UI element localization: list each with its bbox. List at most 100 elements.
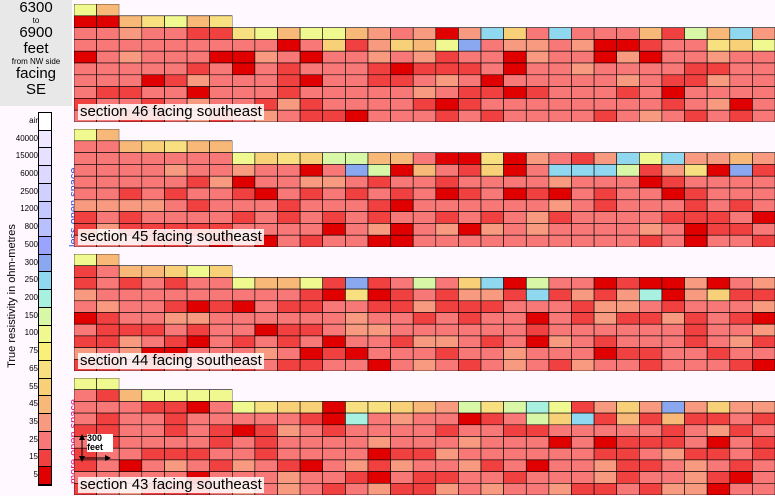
grid-cell (752, 187, 775, 201)
grid-cell (164, 300, 188, 313)
grid-cell (684, 459, 708, 472)
title-line6: facing (15, 65, 57, 82)
grid-cell (299, 234, 324, 247)
grid-cell (209, 129, 233, 141)
grid-cell (367, 211, 391, 224)
grid-cell (390, 234, 414, 247)
grid-cell (322, 27, 346, 40)
grid-cell (661, 86, 685, 99)
grid-cell (118, 300, 143, 313)
grid-cell (209, 447, 233, 461)
grid-cell (254, 401, 278, 414)
grid-cell (118, 39, 143, 52)
grid-cell (525, 39, 550, 52)
grid-cell (209, 4, 233, 16)
grid-cell (458, 447, 482, 461)
grid-cell (209, 300, 233, 313)
grid-cell (187, 254, 210, 266)
grid-cell (458, 74, 482, 87)
grid-cell (458, 459, 482, 472)
grid-cell (412, 300, 437, 313)
grid-cell (186, 39, 210, 52)
grid-cell (548, 50, 572, 64)
title-line4: feet (23, 40, 49, 57)
grid-cell (209, 288, 233, 302)
grid-cell (345, 471, 369, 484)
grid-cell (209, 175, 233, 189)
grid-cell (729, 152, 753, 165)
grid-cell (412, 199, 437, 212)
grid-cell (638, 175, 663, 189)
legend-value-label: 75 (29, 346, 38, 356)
legend-swatch (39, 148, 51, 167)
grid-cell (322, 164, 346, 177)
grid-cell (435, 211, 459, 224)
grid-cell (729, 164, 753, 177)
grid-cell (435, 323, 459, 337)
grid-cell (480, 62, 504, 76)
grid-cell (412, 288, 437, 302)
grid-cell (684, 436, 708, 449)
grid-cell (413, 15, 436, 28)
grid-cell (593, 175, 617, 189)
grid-cell (299, 288, 324, 302)
grid-cell (254, 211, 278, 224)
grid-cell (480, 27, 504, 40)
grid-cell (458, 109, 482, 122)
grid-cell (480, 50, 504, 64)
grid-cell (706, 288, 731, 302)
grid-cell (525, 50, 550, 64)
grid-cell (322, 471, 346, 484)
grid-cell (74, 50, 97, 64)
grid-cell (684, 471, 708, 484)
grid-cell (503, 300, 527, 313)
grid-cell (616, 50, 640, 64)
grid-cell (481, 389, 504, 402)
grid-cell (322, 199, 346, 212)
grid-cell (345, 335, 369, 348)
grid-cell (684, 164, 708, 177)
grid-cell (480, 199, 504, 212)
grid-cell (74, 187, 97, 201)
grid-cell (616, 109, 640, 122)
grid-cell (752, 152, 775, 165)
grid-cell (548, 459, 572, 472)
grid-cell (164, 389, 188, 402)
grid-cell (299, 300, 324, 313)
grid-cell (299, 347, 324, 360)
grid-cell (300, 389, 323, 402)
grid-cell (277, 50, 301, 64)
grid-cell (548, 300, 572, 313)
legend-swatch (39, 183, 51, 202)
grid-cell (594, 265, 617, 278)
grid-cell (639, 265, 662, 278)
grid-cell (684, 424, 708, 437)
grid-cell (593, 347, 617, 360)
grid-cell (548, 152, 572, 165)
grid-cell (480, 401, 504, 414)
legend-value-label: 150 (24, 310, 38, 320)
grid-cell (367, 152, 391, 165)
section-45-label: section 45 facing southeast (78, 228, 264, 245)
grid-cell (209, 39, 233, 52)
grid-cell (706, 412, 731, 426)
grid-cell (435, 359, 459, 371)
grid-cell (593, 211, 617, 224)
grid-cell (277, 389, 301, 402)
grid-cell (345, 211, 369, 224)
grid-cell (322, 378, 346, 390)
grid-cell (390, 265, 414, 278)
grid-cell (118, 412, 143, 426)
grid-cell (300, 129, 323, 141)
grid-cell (548, 471, 572, 484)
grid-cell (322, 459, 346, 472)
grid-cell (548, 436, 572, 449)
grid-cell (661, 175, 685, 189)
grid-cell (118, 312, 143, 325)
grid-cell (74, 288, 97, 302)
grid-cell (164, 140, 188, 153)
grid-cell (118, 74, 143, 87)
grid-cell (639, 254, 662, 266)
grid-cell (209, 265, 233, 278)
grid-cell (209, 164, 233, 177)
